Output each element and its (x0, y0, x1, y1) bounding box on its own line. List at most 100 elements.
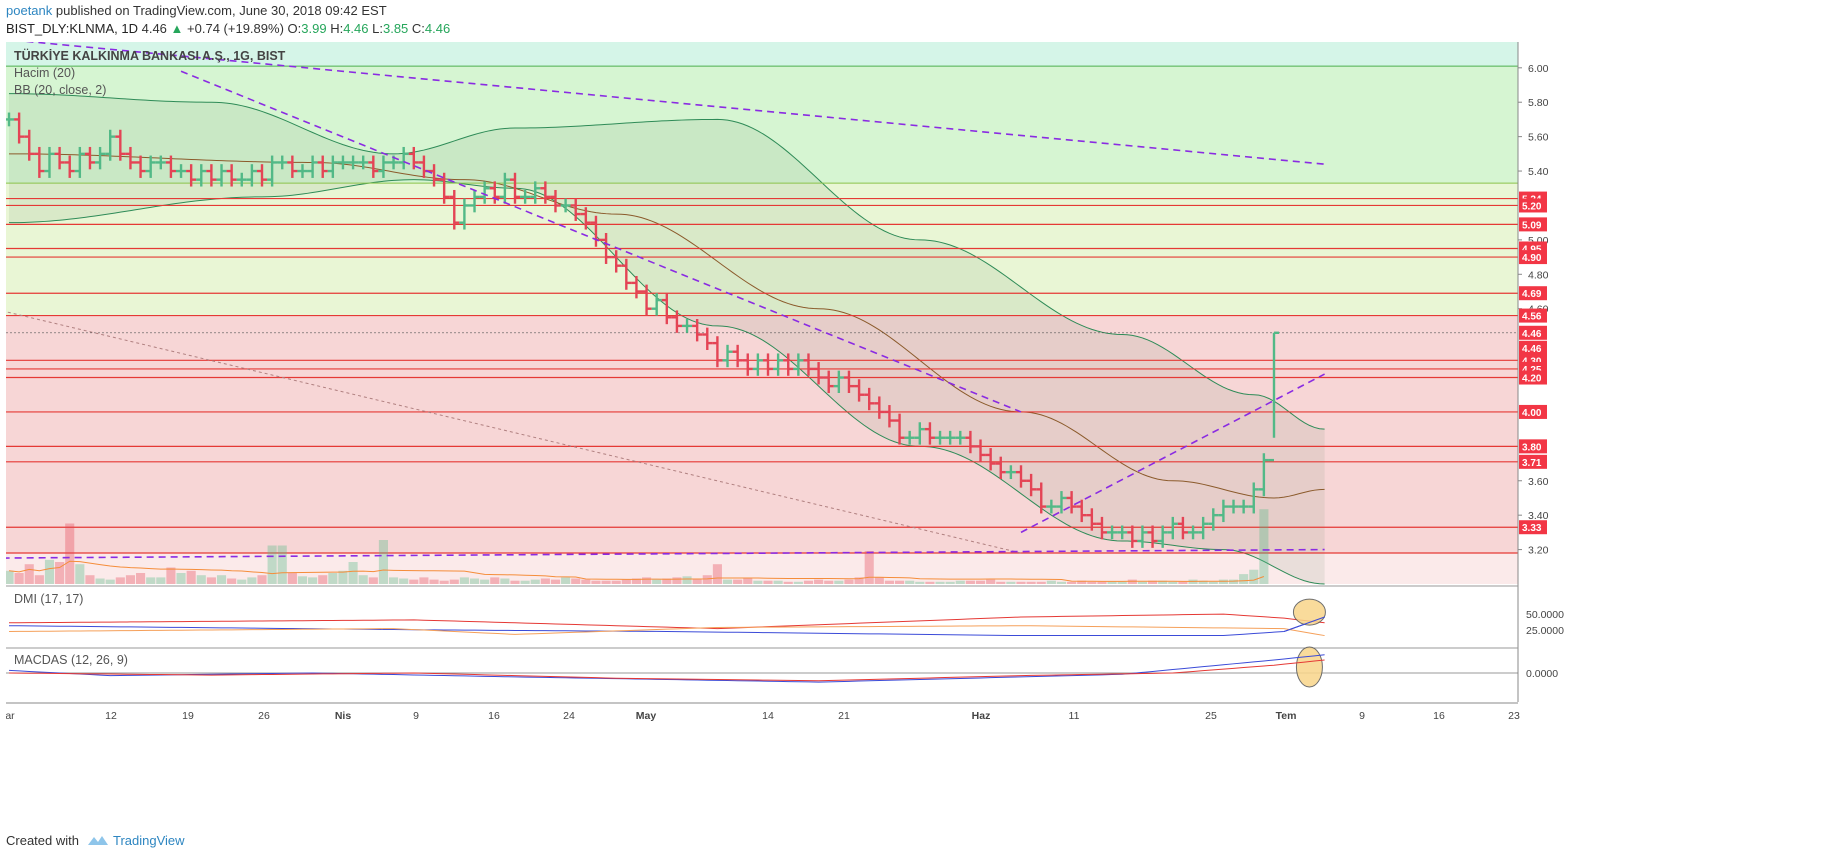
time-tick-label: 9 (413, 710, 419, 722)
highlight-circle (1292, 598, 1326, 626)
volume-bar (793, 581, 803, 584)
ohlc-bar (1096, 516, 1108, 540)
ohlc-bar (722, 344, 733, 368)
volume-bar (1137, 581, 1147, 584)
ohlc-bar (671, 310, 682, 333)
ohlc-bar (884, 405, 895, 428)
ohlc-bar (783, 353, 794, 376)
volume-bar (975, 580, 986, 584)
ohlc-bar (1056, 491, 1067, 514)
ohlc-bar (1157, 525, 1168, 548)
ohlc-bar (459, 198, 470, 230)
volume-bar (814, 579, 824, 584)
ohlc-bar (105, 129, 116, 161)
volume-bar (925, 581, 935, 584)
chart-area[interactable]: 6.005.805.605.405.004.804.603.603.403.20… (0, 38, 1822, 822)
ohlc-bar (145, 155, 156, 178)
volume-bar (955, 580, 965, 584)
volume-bar (915, 581, 925, 584)
ohlc-bar (226, 164, 237, 187)
price-label: 4.20 (1522, 374, 1542, 385)
zone-top (6, 42, 1518, 67)
volume-bar (581, 579, 591, 584)
tradingview-brand[interactable]: TradingView (87, 833, 185, 848)
trendline (0, 38, 1325, 165)
ohlc-bar (904, 430, 915, 445)
volume-bar (44, 559, 55, 584)
volume-bar (419, 577, 429, 584)
volume-bar (996, 581, 1006, 584)
volume-bar (682, 576, 692, 584)
ohlc-bar (34, 146, 45, 178)
ohlc-bar (955, 430, 966, 445)
ohlc-bar (135, 155, 146, 178)
volume-bar (510, 580, 520, 584)
volume-bar (753, 580, 763, 584)
price-label-bg (1519, 454, 1547, 469)
volume-bar (399, 578, 409, 584)
ohlc-bar (246, 164, 257, 187)
ohlc-bar (348, 155, 359, 170)
legend-dmi[interactable]: DMI (17, 17) (14, 592, 84, 606)
time-tick-label: 23 (1508, 710, 1520, 722)
volume-bar (571, 578, 581, 584)
chart-svg[interactable]: 6.005.805.605.405.004.804.603.603.403.20… (0, 38, 1822, 822)
ohlc-bar (509, 172, 521, 204)
volume-bar (196, 575, 206, 584)
ohlc-bar (550, 189, 561, 213)
volume-bar (1026, 581, 1036, 584)
volume-bar (621, 579, 631, 584)
volume-bar (257, 575, 267, 584)
ohlc-bar (1198, 516, 1209, 540)
volume-bar (186, 570, 196, 584)
volume-bar (308, 577, 318, 584)
author-link[interactable]: poetank (6, 3, 53, 18)
price-tick-label: 5.60 (1528, 132, 1549, 144)
legend-volume[interactable]: Hacim (20) (14, 66, 76, 80)
ohlc-bar (530, 181, 541, 204)
dmi-minus-line (8, 613, 1325, 630)
volume-bar (237, 579, 247, 584)
ohlc-bar (287, 155, 298, 178)
volume-bar (1067, 581, 1077, 584)
ohlc-bar (1258, 453, 1269, 497)
price-label-bg (1519, 198, 1547, 213)
volume-bar (115, 577, 125, 584)
price-tick-label: 4.80 (1528, 269, 1549, 281)
price-label: 4.95 (1522, 244, 1542, 255)
ohlc-bar (1046, 499, 1057, 514)
legend-macd[interactable]: MACDAS (12, 26, 9) (14, 653, 128, 667)
volume-bar (1208, 581, 1218, 584)
ohlc-bar (64, 155, 75, 178)
volume-bar (702, 575, 712, 584)
ohlc-bar (408, 146, 419, 170)
time-tick-label: 14 (762, 710, 774, 722)
macd-tick-label: 0.0000 (1526, 668, 1558, 680)
ohlc-bar (1066, 491, 1077, 514)
price-label-bg (1519, 217, 1547, 232)
ohlc-bar (115, 129, 126, 161)
tradingview-logo-icon (87, 836, 108, 845)
volume-bar (490, 577, 500, 584)
bb-basis (8, 153, 1325, 499)
ohlc-bar (1137, 525, 1148, 548)
ohlc-bar (985, 448, 996, 471)
ohlc-bar (267, 155, 278, 187)
ohlc-bar (327, 155, 338, 178)
volume-bar (550, 579, 561, 584)
price-label: 4.46 (1522, 344, 1542, 355)
ohlc-bar (1036, 482, 1047, 514)
ohlc-bar (277, 155, 288, 170)
volume-bar (986, 579, 996, 584)
macd-line (8, 654, 1325, 683)
ohlc-bar (1026, 473, 1037, 497)
ohlc-bar (864, 387, 875, 411)
volume-bar (328, 573, 338, 584)
legend-bb[interactable]: BB (20, close, 2) (14, 83, 107, 97)
volume-bar (55, 562, 65, 584)
price-label: 3.71 (1522, 458, 1542, 469)
ohlc-bar (651, 293, 662, 316)
volume-bar (895, 580, 905, 584)
volume-bar (884, 580, 894, 584)
ohlc-bar (631, 276, 642, 299)
